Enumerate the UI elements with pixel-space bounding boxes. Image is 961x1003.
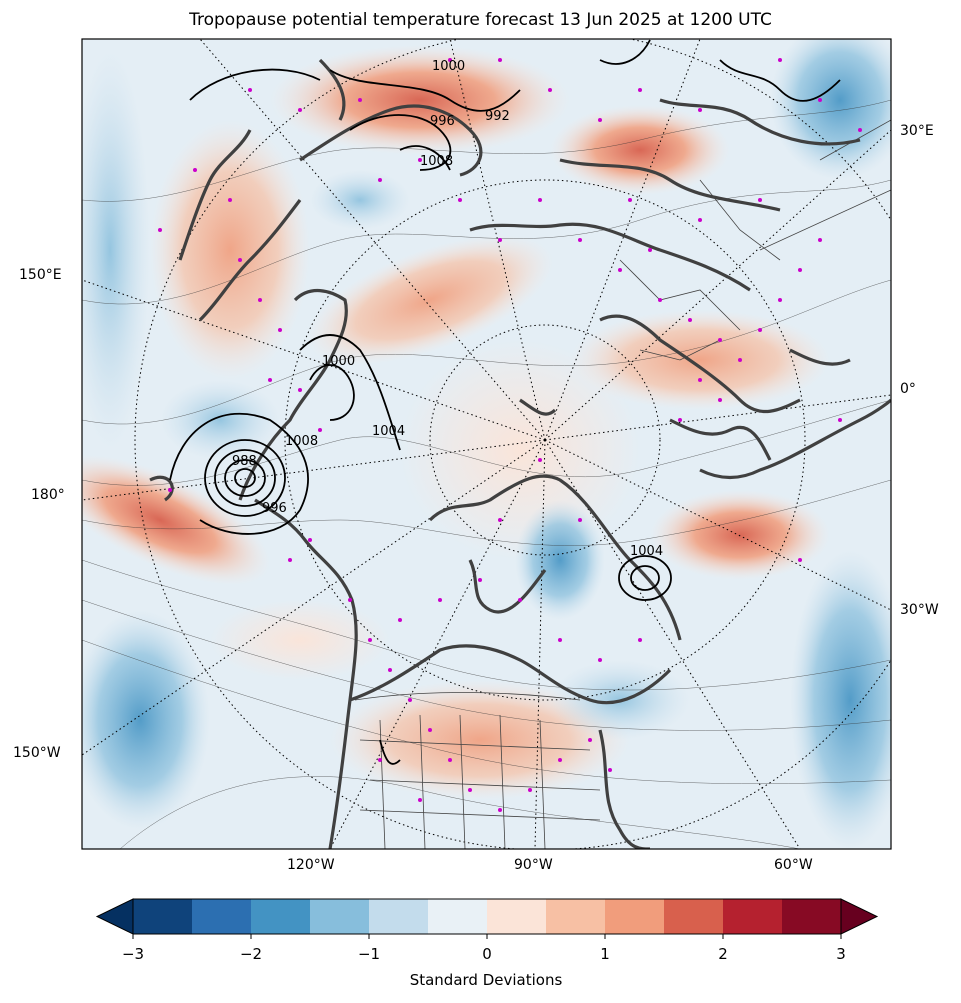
lon-label-30e: 30°E [900, 123, 934, 139]
pressure-label: 996 [262, 501, 287, 516]
colorbar-label: Standard Deviations [409, 971, 563, 989]
colorbar-tick: 0 [482, 945, 492, 963]
colorbar-segment [664, 899, 724, 934]
pressure-label: 1004 [372, 424, 405, 439]
anomaly-shading [82, 39, 891, 849]
colorbar-segment [133, 899, 193, 934]
coastlines [149, 58, 891, 849]
colorbar-segment [723, 899, 783, 934]
pressure-label: 1000 [322, 354, 355, 369]
colorbar-segment [428, 899, 488, 934]
colorbar-segment [487, 899, 547, 934]
map-frame [81, 38, 892, 850]
lon-label-0: 0° [900, 381, 916, 397]
colorbar-extend-low [95, 898, 134, 935]
colorbar-tick: 1 [600, 945, 610, 963]
graticule [82, 39, 891, 849]
pressure-label: 996 [430, 114, 455, 129]
colorbar-segment [251, 899, 311, 934]
map-title: Tropopause potential temperature forecas… [189, 10, 772, 30]
colorbar-segment [369, 899, 429, 934]
pressure-label: 992 [485, 109, 510, 124]
colorbar-segment [192, 899, 252, 934]
lon-label-120w: 120°W [287, 857, 335, 873]
pressure-contours [169, 39, 841, 765]
lon-label-150e: 150°E [19, 267, 62, 283]
pressure-label: 1008 [420, 154, 453, 169]
lon-label-150w: 150°W [13, 745, 61, 761]
lon-label-180: 180° [31, 487, 65, 503]
map-panel: 1004 1000 996 992 988 1004 1008 996 1000… [81, 38, 892, 850]
colorbar-tick: 3 [836, 945, 846, 963]
colorbar-segment [546, 899, 606, 934]
colorbar-segment [782, 899, 842, 934]
colorbar-segment [310, 899, 370, 934]
station-markers [158, 58, 862, 812]
lon-label-60w: 60°W [774, 857, 813, 873]
pressure-label: 1000 [432, 59, 465, 74]
colorbar-tick: −3 [121, 945, 145, 963]
colorbar-tick: 2 [718, 945, 728, 963]
pressure-labels: 1004 1000 996 992 988 1004 1008 996 1000… [232, 59, 663, 559]
colorbar-segment [605, 899, 665, 934]
colorbar-tick: −2 [239, 945, 263, 963]
colorbar-extend-high [840, 898, 879, 935]
pressure-label: 1004 [630, 544, 663, 559]
political-borders [354, 119, 891, 849]
map-field: 1004 1000 996 992 988 1004 1008 996 1000… [82, 39, 891, 849]
theta-contours [82, 99, 891, 849]
lon-label-30w: 30°W [900, 602, 939, 618]
colorbar-tick: −1 [357, 945, 381, 963]
lon-label-90w: 90°W [514, 857, 553, 873]
pressure-label: 988 [232, 454, 257, 469]
pressure-label: 1008 [285, 434, 318, 449]
